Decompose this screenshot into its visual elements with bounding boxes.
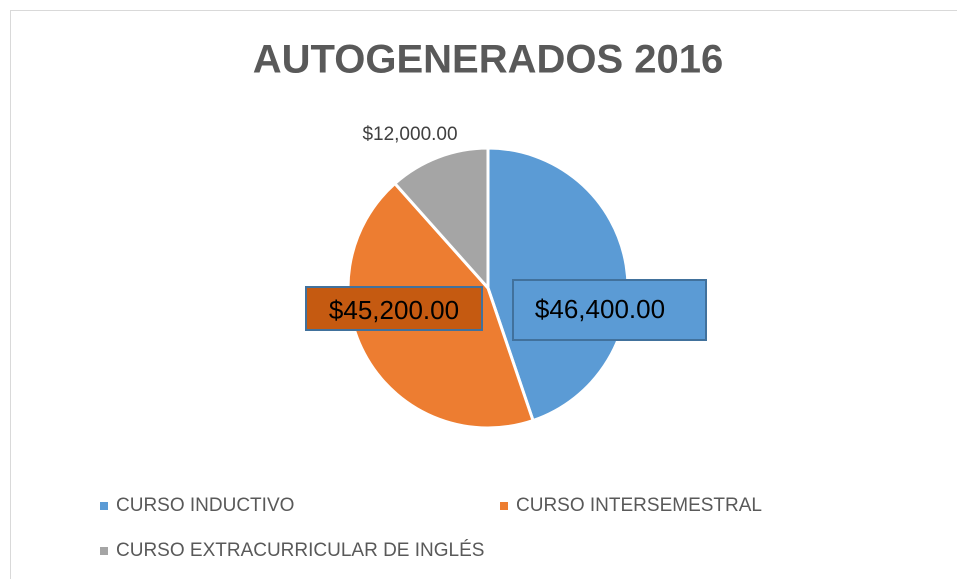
data-label-box <box>305 286 483 331</box>
legend-swatch <box>100 547 108 555</box>
data-label: $46,400.00 <box>535 294 665 324</box>
pie-slice <box>392 146 490 292</box>
legend-label: CURSO INDUCTIVO <box>116 495 294 516</box>
chart-title: AUTOGENERADOS 2016 <box>253 38 724 82</box>
legend-swatch <box>500 502 508 510</box>
legend-label: CURSO INTERSEMESTRAL <box>516 495 762 516</box>
legend-swatch <box>100 502 108 510</box>
data-label-box <box>512 279 707 341</box>
legend-label: CURSO EXTRACURRICULAR DE INGLÉS <box>116 540 484 561</box>
data-label: $45,200.00 <box>329 295 459 325</box>
data-label: $12,000.00 <box>362 124 457 145</box>
